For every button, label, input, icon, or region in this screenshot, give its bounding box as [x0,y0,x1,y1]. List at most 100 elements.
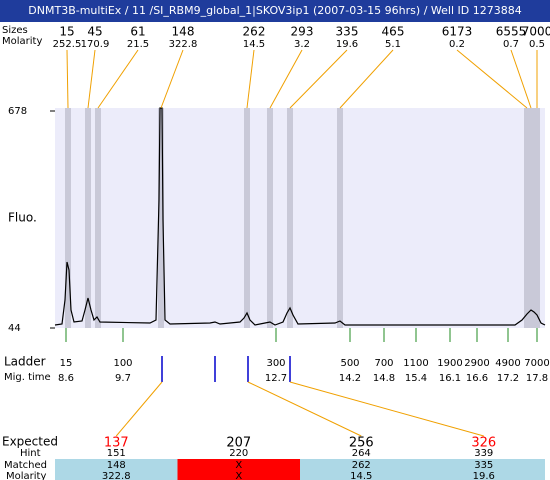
peak-band [524,108,530,328]
peak-molarity: 0.2 [449,39,465,50]
peak-molarity: 21.5 [127,39,149,50]
ladder-time: 14.8 [373,373,395,384]
hint-value: 220 [229,448,248,459]
peak-band [534,108,540,328]
peak-size: 15 [59,25,74,39]
expected-connector [247,381,362,437]
hint-label: Hint [20,448,41,459]
ladder-time: 14.2 [339,373,361,384]
peak-connector [97,49,139,109]
ladder-time: 17.2 [497,373,519,384]
peak-molarity: 0.5 [529,39,545,50]
y-axis-label: Fluo. [8,211,37,225]
expected-value: 256 [349,436,374,451]
matched-cell [422,459,545,480]
ladder-size: 2900 [464,358,489,369]
expected-value: 326 [471,436,496,451]
hint-value: 151 [107,448,126,459]
peak-band [85,108,91,328]
peak-size: 148 [172,25,195,39]
matched-cell [177,459,300,480]
peak-molarity: 3.2 [294,39,310,50]
peak-molarity: 19.6 [336,39,358,50]
plot-area [55,108,545,328]
ladder-time: 15.4 [405,373,427,384]
mig-time-label: Mig. time [4,372,51,383]
peak-connector [269,49,303,109]
peak-connector [510,49,532,109]
expected-value: 137 [104,436,129,451]
molarity-value: 14.5 [350,471,372,480]
peak-size: 6555 [496,25,527,39]
y-tick-label: 44 [8,323,21,334]
ladder-size: 500 [340,358,359,369]
ladder-time: 16.6 [466,373,488,384]
peak-size: 293 [291,25,314,39]
peak-connector [87,49,96,109]
peak-connector [66,49,69,109]
ladder-label: Ladder [4,355,46,369]
ladder-time: 8.6 [58,373,74,384]
ladder-size: 1100 [403,358,428,369]
peak-size: 465 [382,25,405,39]
peak-size: 45 [87,25,102,39]
peak-size: 6173 [442,25,473,39]
peak-band [267,108,273,328]
expected-connector [115,381,163,437]
hint-value: 339 [474,448,493,459]
matched-value: 262 [352,460,371,471]
molarity-row-label: Molarity [6,471,46,480]
molarity-value: X [235,471,242,480]
peak-size: 61 [130,25,145,39]
peak-molarity: 14.5 [243,39,265,50]
ladder-size: 15 [60,358,73,369]
hint-value: 264 [352,448,371,459]
ladder-size: 100 [113,358,132,369]
peak-size: 262 [243,25,266,39]
ladder-time: 9.7 [115,373,131,384]
peak-molarity: 5.1 [385,39,401,50]
expected-value: 207 [226,436,251,451]
peak-connector [339,49,394,109]
matched-label: Matched [4,460,47,471]
expected-label: Expected [2,435,58,449]
peak-molarity: 170.9 [81,39,110,50]
peak-molarity: 252.5 [53,39,82,50]
peak-band [528,108,534,328]
ladder-time: 16.1 [439,373,461,384]
peak-band [158,108,164,328]
matched-value: 148 [107,460,126,471]
molarity-label: Molarity [2,36,42,47]
peak-band [287,108,293,328]
peak-band [337,108,343,328]
peak-connector [289,49,348,109]
trace [54,107,546,326]
peak-connector [246,49,255,109]
matched-cell [300,459,423,480]
matched-value: X [235,460,242,471]
molarity-value: 19.6 [473,471,495,480]
ladder-size: 7000 [524,358,549,369]
peak-band [65,108,71,328]
ladder-size: 4900 [495,358,520,369]
peak-connector [160,49,184,109]
peak-molarity: 0.7 [503,39,519,50]
header-bar [0,0,550,22]
peak-band [244,108,250,328]
peak-molarity: 322.8 [169,39,198,50]
ladder-time: 17.8 [526,373,548,384]
sizes-label: Sizes [2,25,28,36]
ladder-size: 300 [266,358,285,369]
y-tick-label: 678 [8,106,27,117]
matched-value: 335 [474,460,493,471]
ladder-size: 1900 [437,358,462,369]
peak-size: 335 [336,25,359,39]
peak-size: 7000 [522,25,550,39]
ladder-size: 700 [374,358,393,369]
header-title: DNMT3B-multiEx / 11 /SI_RBM9_global_1|SK… [28,4,521,17]
ladder-time: 12.7 [265,373,287,384]
molarity-value: 322.8 [102,471,131,480]
expected-connector [289,381,484,437]
peak-connector [456,49,528,109]
